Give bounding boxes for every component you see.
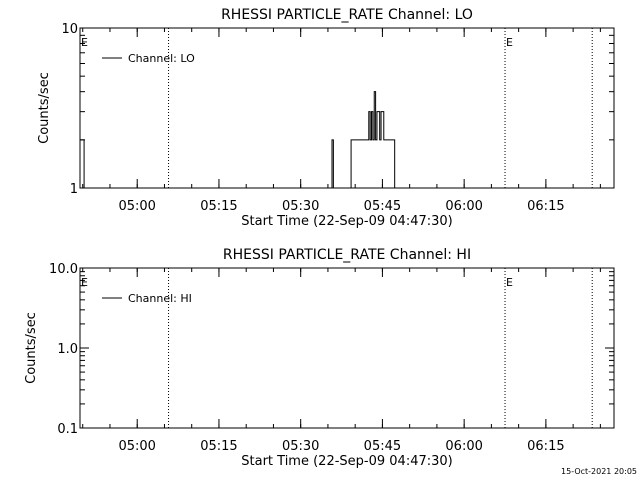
lo-channel-panel: RHESSI PARTICLE_RATE Channel: LO 05:00 05:… — [37, 7, 615, 229]
chart-title: RHESSI PARTICLE_RATE Channel: LO — [221, 7, 473, 23]
x-tick-label: 06:15 — [527, 199, 564, 214]
chart-title: RHESSI PARTICLE_RATE Channel: HI — [223, 247, 471, 263]
x-axis-label: Start Time (22-Sep-09 04:47:30) — [241, 214, 452, 229]
x-tick-label: 05:00 — [118, 439, 155, 454]
y-tick-label: 1.0 — [57, 342, 78, 357]
x-tick-label: 05:00 — [118, 199, 155, 214]
plot-frame — [79, 27, 615, 189]
y-tick-label: 1 — [70, 182, 78, 197]
legend-label: Channel: LO — [128, 52, 195, 65]
x-tick-label: 05:30 — [282, 439, 319, 454]
y-tick-label: 10 — [61, 22, 78, 37]
event-marker-label: E — [506, 36, 513, 49]
event-marker-label: E — [81, 36, 88, 49]
x-tick-label: 05:15 — [200, 439, 237, 454]
x-tick-label: 06:00 — [445, 439, 482, 454]
x-tick-label: 05:15 — [200, 199, 237, 214]
footer-timestamp: 15-Oct-2021 20:05 — [561, 467, 637, 476]
event-marker-label: E — [506, 276, 513, 289]
x-tick-label: 05:45 — [364, 439, 401, 454]
series-line — [80, 91, 396, 188]
event-marker-label: E — [81, 276, 88, 289]
hi-channel-panel: RHESSI PARTICLE_RATE Channel: HI 05:00 05:… — [24, 247, 615, 469]
y-axis-label: Counts/sec — [37, 72, 52, 144]
legend-label: Channel: HI — [128, 292, 192, 305]
x-axis-label: Start Time (22-Sep-09 04:47:30) — [241, 454, 452, 469]
y-tick-label: 10.0 — [49, 262, 78, 277]
y-tick-label: 0.1 — [57, 422, 78, 437]
y-axis-label: Counts/sec — [24, 312, 39, 384]
x-tick-label: 06:15 — [527, 439, 564, 454]
x-tick-label: 06:00 — [445, 199, 482, 214]
x-tick-label: 05:45 — [364, 199, 401, 214]
x-tick-label: 05:30 — [282, 199, 319, 214]
